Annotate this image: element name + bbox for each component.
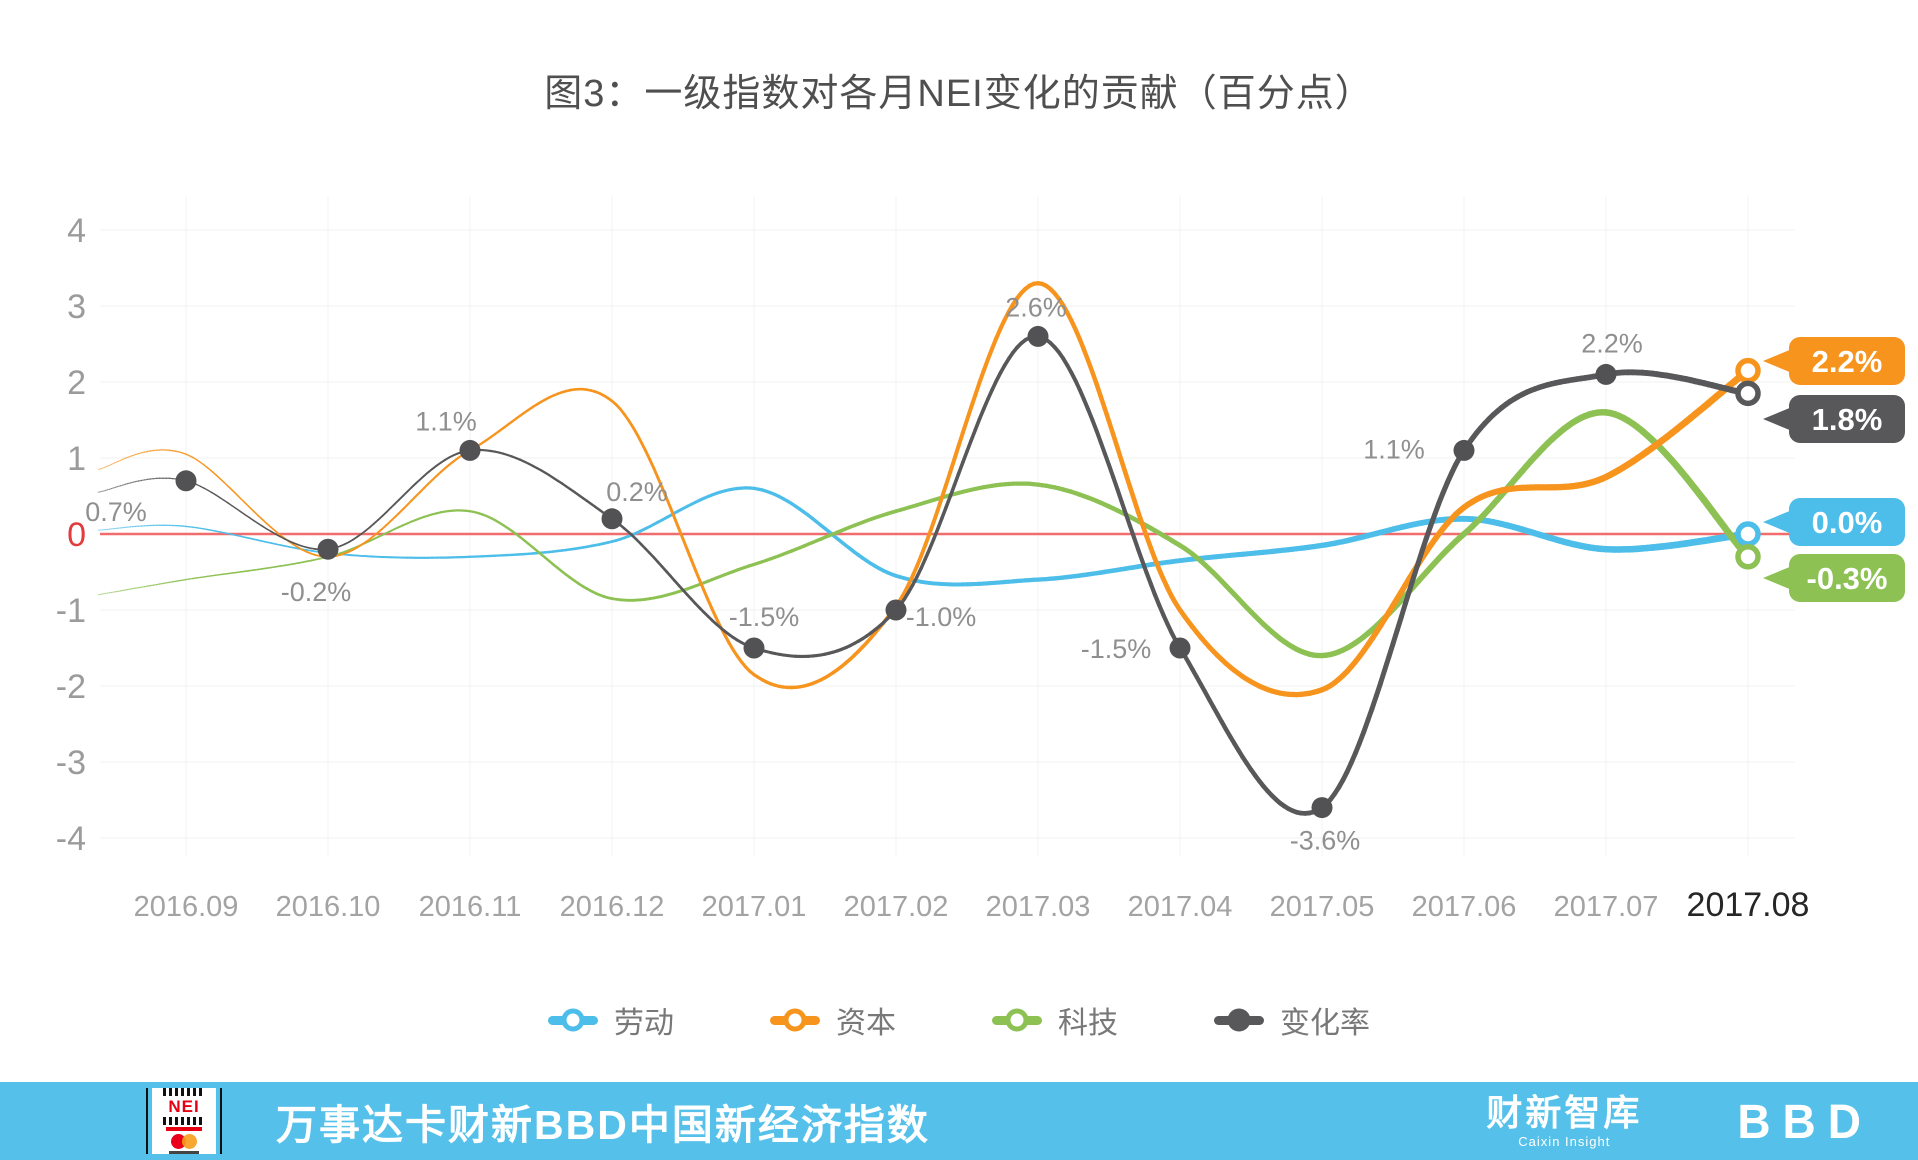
series-line-labor	[97, 486, 1752, 587]
caixin-logo-subtext: Caixin Insight	[1518, 1133, 1611, 1149]
line-chart: 4 3 2 1 0 -1 -2 -3 -4 2016.09 2016.10 2016.11 2016.1…	[56, 196, 1905, 924]
legend-label-labor: 劳动	[614, 1007, 674, 1040]
x-axis-tick-label-2017.08: 2017.08	[1687, 886, 1810, 924]
x-axis-tick-label-2016.11: 2016.11	[419, 891, 522, 923]
legend-label-technology: 科技	[1058, 1007, 1118, 1040]
bbd-logo: BBD	[1737, 1093, 1873, 1149]
legend-item-labor[interactable]: 劳动	[548, 998, 674, 1042]
callout-value-label: 2.2%	[1812, 344, 1883, 379]
series-line-capital	[97, 281, 1752, 698]
legend-item-change-rate[interactable]: 变化率	[1214, 998, 1370, 1042]
end-ring-labor	[1735, 521, 1761, 547]
callout-value-label: -0.3%	[1807, 561, 1888, 596]
footer-brand-title: 万事达卡财新BBD中国新经济指数	[276, 1102, 930, 1148]
change-rate-point-marker	[601, 508, 623, 530]
data-point-label: -0.2%	[281, 577, 352, 607]
value-callout-technology: -0.3%	[1763, 554, 1905, 602]
x-axis-tick-label-2017.04: 2017.04	[1128, 891, 1233, 923]
nei-logo-text: NEI	[168, 1097, 200, 1116]
footer-bar: NEI 万事达卡财新BBD中国新经济指数 财新智库 Caixin Insight…	[0, 1082, 1918, 1160]
x-axis-tick-label-2017.06: 2017.06	[1412, 891, 1517, 923]
end-ring-technology	[1735, 544, 1761, 570]
capital-line-icon	[770, 1008, 820, 1032]
data-point-label: 2.2%	[1581, 328, 1643, 358]
x-axis-tick-label-2016.10: 2016.10	[276, 891, 381, 923]
change-rate-point-marker	[1595, 363, 1617, 385]
legend-label-capital: 资本	[836, 1007, 896, 1040]
change-rate-point-marker	[317, 538, 339, 560]
chart-legend: 劳动 资本 科技 变化率	[0, 998, 1918, 1042]
change-rate-point-marker	[1169, 637, 1191, 659]
caixin-insight-logo: 财新智库 Caixin Insight	[1486, 1091, 1643, 1149]
y-axis-tick-label: -2	[56, 668, 86, 706]
x-axis-tick-label-2017.07: 2017.07	[1554, 891, 1659, 923]
x-axis-tick-label-2016.12: 2016.12	[560, 891, 665, 923]
end-ring-change-rate	[1735, 380, 1761, 407]
value-callout-labor: 0.0%	[1763, 498, 1905, 546]
change-rate-point-marker	[1453, 439, 1475, 461]
technology-line-icon	[992, 1008, 1042, 1032]
y-axis-tick-label: -3	[56, 744, 86, 782]
y-axis-tick-label: 4	[67, 212, 86, 250]
chart-title: 图3：一级指数对各月NEI变化的贡献（百分点）	[544, 73, 1374, 115]
caixin-logo-text: 财新智库	[1486, 1091, 1643, 1133]
nei-logo-subtitle	[166, 1127, 202, 1131]
y-axis-tick-label: 3	[67, 288, 86, 326]
data-point-label: -3.6%	[1290, 826, 1361, 856]
callout-value-label: 0.0%	[1812, 505, 1883, 540]
legend-label-change-rate: 变化率	[1280, 1007, 1370, 1040]
mastercard-wordmark	[169, 1151, 199, 1154]
y-axis-tick-label: 2	[67, 364, 86, 402]
x-axis-tick-label-2017.03: 2017.03	[986, 891, 1091, 923]
y-axis-tick-label: 0	[67, 516, 86, 554]
nei-logo: NEI	[146, 1088, 222, 1154]
x-axis-tick-label-2017.01: 2017.01	[702, 891, 807, 923]
series-line-change-rate	[97, 334, 1752, 816]
legend-item-technology[interactable]: 科技	[992, 998, 1118, 1042]
end-ring-capital	[1735, 357, 1761, 384]
nei-logo-stripes2	[163, 1117, 205, 1125]
nei-logo-stripes	[163, 1088, 205, 1096]
change-rate-point-marker	[743, 637, 765, 659]
data-point-label: 2.6%	[1005, 292, 1067, 322]
change-rate-line-icon	[1214, 1008, 1264, 1032]
y-axis-tick-label: -1	[56, 592, 86, 630]
legend-item-capital[interactable]: 资本	[770, 998, 896, 1042]
data-point-label: -1.5%	[729, 602, 800, 632]
data-point-label: 0.7%	[85, 497, 147, 527]
x-axis-tick-label-2016.09: 2016.09	[134, 891, 239, 923]
change-rate-point-marker	[175, 470, 197, 492]
x-axis-tick-label-2017.05: 2017.05	[1270, 891, 1375, 923]
mastercard-icon	[171, 1134, 197, 1149]
change-rate-point-marker	[459, 439, 481, 461]
y-axis-tick-label: -4	[56, 820, 86, 858]
value-callout-change-rate: 1.8%	[1763, 395, 1905, 443]
y-axis-tick-label: 1	[67, 440, 86, 478]
callout-value-label: 1.8%	[1812, 402, 1883, 437]
change-rate-point-marker	[885, 599, 907, 621]
change-rate-point-marker	[1311, 797, 1333, 819]
data-point-label: -1.5%	[1081, 634, 1152, 664]
labor-line-icon	[548, 1008, 598, 1032]
change-rate-point-marker	[1027, 325, 1049, 347]
value-callout-capital: 2.2%	[1763, 337, 1905, 385]
data-point-label: -1.0%	[906, 602, 977, 632]
data-point-label: 0.2%	[606, 477, 668, 507]
data-point-label: 1.1%	[1363, 434, 1425, 464]
series-line-technology	[97, 409, 1752, 659]
x-axis-tick-label-2017.02: 2017.02	[844, 891, 949, 923]
data-point-label: 1.1%	[415, 406, 477, 436]
